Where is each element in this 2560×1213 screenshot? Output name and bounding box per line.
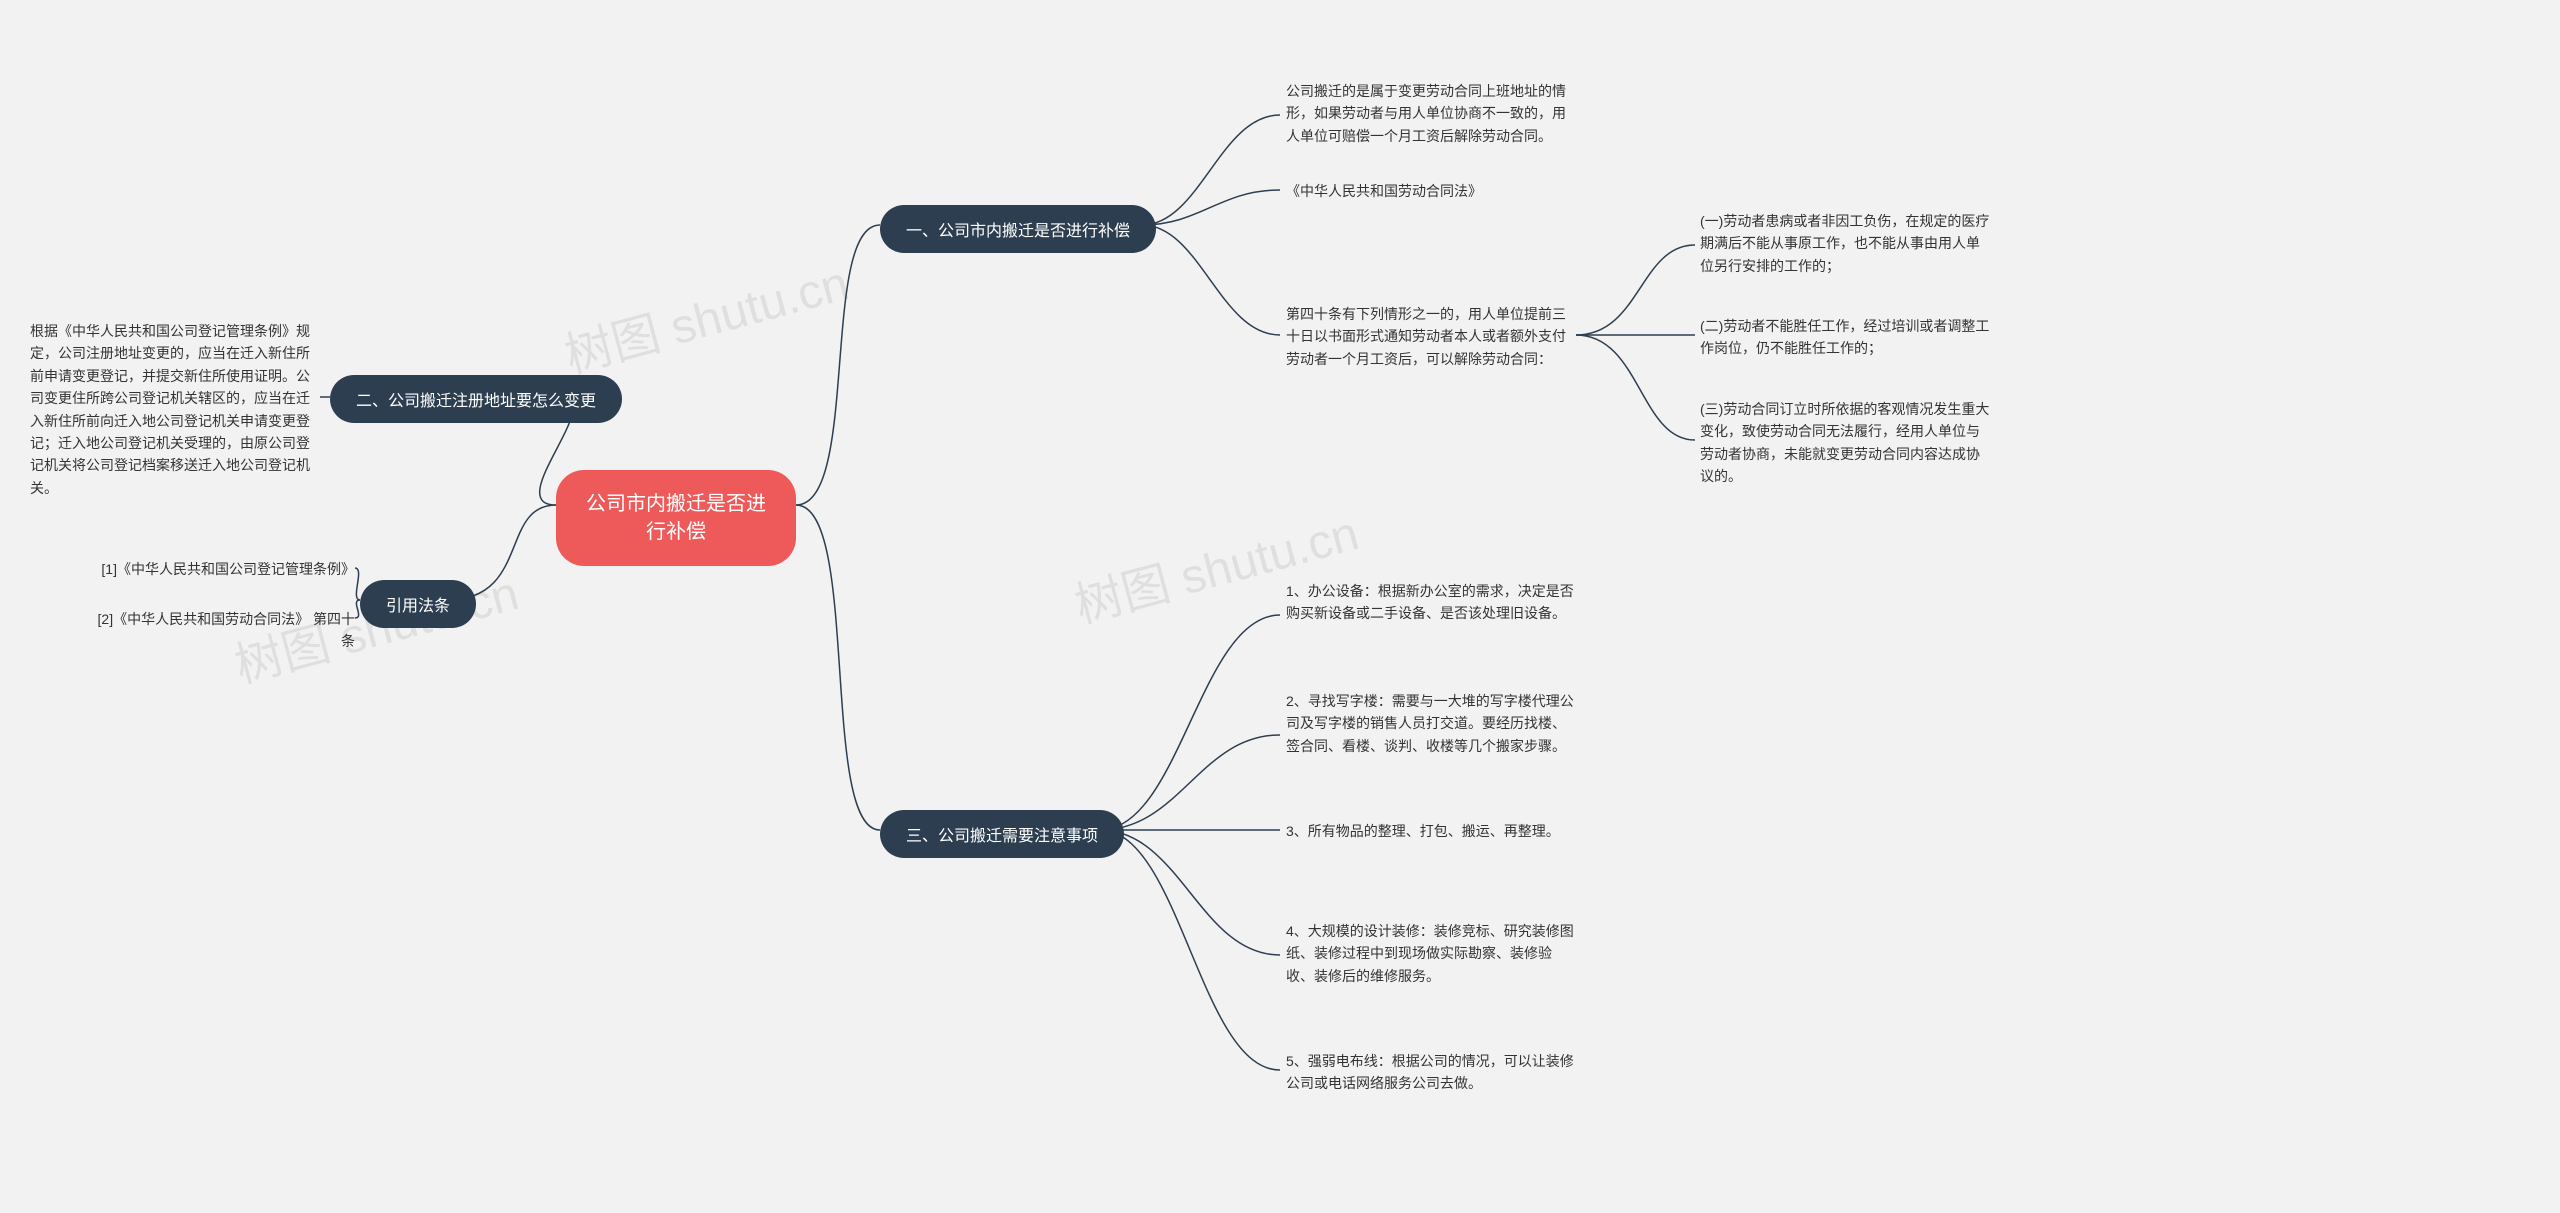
branch-address-change[interactable]: 二、公司搬迁注册地址要怎么变更 [330,375,622,423]
leaf-b1-3-3: (三)劳动合同订立时所依据的客观情况发生重大变化，致使劳动合同无法履行，经用人单… [1700,398,1990,488]
root-node[interactable]: 公司市内搬迁是否进行补偿 [556,470,796,566]
leaf-b1-3-2: (二)劳动者不能胜任工作，经过培训或者调整工作岗位，仍不能胜任工作的； [1700,315,1990,360]
leaf-b3-5: 5、强弱电布线：根据公司的情况，可以让装修公司或电话网络服务公司去做。 [1286,1050,1576,1095]
leaf-b4-2: [2]《中华人民共和国劳动合同法》 第四十条 [90,608,355,653]
leaf-b3-2: 2、寻找写字楼：需要与一大堆的写字楼代理公司及写字楼的销售人员打交道。要经历找楼… [1286,690,1576,757]
leaf-b1-1: 公司搬迁的是属于变更劳动合同上班地址的情形，如果劳动者与用人单位协商不一致的，用… [1286,80,1576,147]
leaf-b1-3-1: (一)劳动者患病或者非因工负伤，在规定的医疗期满后不能从事原工作，也不能从事由用… [1700,210,1990,277]
leaf-b4-1: [1]《中华人民共和国公司登记管理条例》 [90,558,355,580]
leaf-b1-3: 第四十条有下列情形之一的，用人单位提前三十日以书面形式通知劳动者本人或者额外支付… [1286,303,1576,370]
watermark: 树图 shutu.cn [556,244,855,387]
leaf-b3-3: 3、所有物品的整理、打包、搬运、再整理。 [1286,820,1576,842]
leaf-b3-1: 1、办公设备：根据新办公室的需求，决定是否购买新设备或二手设备、是否该处理旧设备… [1286,580,1576,625]
branch-notes[interactable]: 三、公司搬迁需要注意事项 [880,810,1124,858]
leaf-b2-1: 根据《中华人民共和国公司登记管理条例》规定，公司注册地址变更的，应当在迁入新住所… [30,320,320,499]
leaf-b1-2: 《中华人民共和国劳动合同法》 [1286,180,1576,202]
leaf-b3-4: 4、大规模的设计装修：装修竞标、研究装修图纸、装修过程中到现场做实际勘察、装修验… [1286,920,1576,987]
branch-compensation[interactable]: 一、公司市内搬迁是否进行补偿 [880,205,1156,253]
branch-cited-laws[interactable]: 引用法条 [360,580,476,628]
